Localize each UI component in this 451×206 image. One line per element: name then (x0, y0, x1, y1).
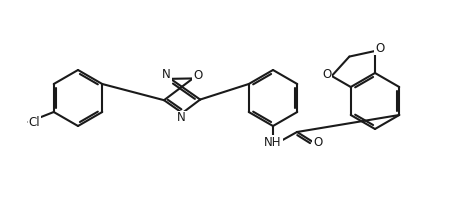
Text: O: O (193, 69, 202, 82)
Text: NH: NH (264, 136, 281, 149)
Text: Cl: Cl (28, 116, 40, 129)
Text: O: O (322, 68, 331, 81)
Text: O: O (313, 136, 322, 149)
Text: N: N (176, 111, 185, 124)
Text: O: O (374, 41, 384, 55)
Text: N: N (162, 68, 170, 81)
